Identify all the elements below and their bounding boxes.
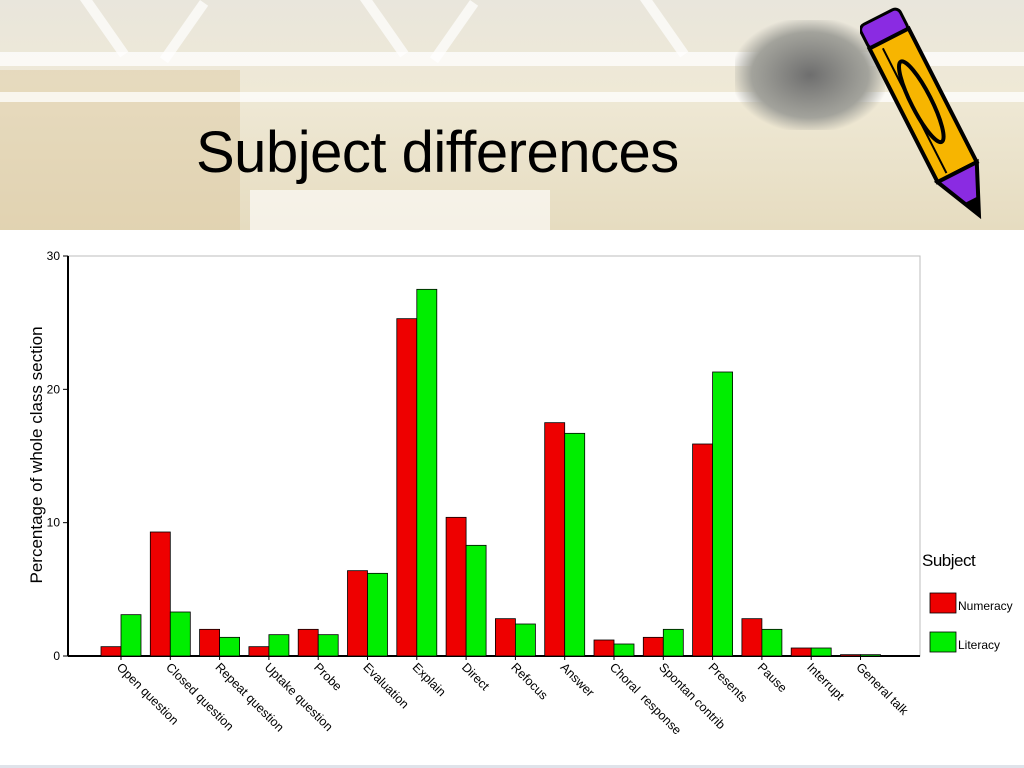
- y-tick-label: 30: [47, 249, 61, 263]
- plot-frame: [67, 255, 921, 657]
- bar-literacy: [465, 544, 487, 657]
- y-ticks: 0 10 20 30: [47, 249, 68, 663]
- bar-literacy: [219, 636, 241, 657]
- slide-footer-line: [0, 765, 1024, 768]
- bar-numeracy: [149, 531, 171, 657]
- y-tick-label: 20: [47, 382, 61, 396]
- bar-literacy: [761, 628, 783, 657]
- bar-numeracy: [593, 639, 615, 657]
- legend-title: Subject: [922, 551, 976, 570]
- ceiling-strut: [80, 0, 129, 58]
- bar-literacy: [613, 643, 635, 657]
- x-tick-label: Evaluation: [360, 660, 411, 711]
- bar-numeracy: [297, 628, 319, 657]
- x-tick-label: Answer: [558, 660, 597, 699]
- legend-label-numeracy: Numeracy: [958, 599, 1013, 613]
- ceiling-beam: [0, 92, 1024, 102]
- bar-literacy: [120, 614, 142, 657]
- bar-numeracy: [741, 618, 763, 657]
- header-banner: Subject differences: [0, 0, 1024, 230]
- bar-literacy: [810, 647, 832, 657]
- pencil-icon: [860, 7, 982, 220]
- ceiling-strut: [640, 0, 689, 58]
- bar-numeracy: [642, 636, 664, 657]
- bar-literacy: [367, 572, 388, 657]
- x-tick-label: Presents: [705, 660, 750, 705]
- y-tick-label: 10: [47, 516, 61, 530]
- bar-literacy: [564, 432, 586, 657]
- bar-numeracy: [100, 646, 122, 657]
- legend-swatch-literacy: [929, 631, 957, 653]
- bars: [100, 288, 881, 657]
- bar-numeracy: [347, 570, 368, 657]
- projector-photo: [735, 20, 885, 130]
- bar-numeracy: [248, 646, 270, 657]
- x-tick-label: Pause: [755, 660, 790, 695]
- bar-literacy: [860, 654, 881, 657]
- bar-chart: 0 10 20 30 Percentage of whole class sectio…: [27, 249, 1013, 737]
- y-axis-label: Percentage of whole class section: [27, 326, 46, 583]
- x-tick-label: Refocus: [508, 660, 550, 702]
- bar-numeracy: [396, 318, 418, 657]
- bar-numeracy: [544, 422, 566, 657]
- bar-literacy: [169, 611, 191, 657]
- bar-numeracy: [790, 647, 812, 657]
- x-tick-label: General talk: [853, 660, 911, 718]
- x-tick-label: Interrupt: [804, 660, 847, 703]
- bar-literacy: [416, 288, 438, 657]
- bar-numeracy: [692, 443, 713, 657]
- bar-numeracy: [494, 618, 516, 657]
- x-tick-label: Direct: [459, 660, 492, 693]
- bar-literacy: [515, 623, 536, 657]
- legend-label-literacy: Literacy: [958, 638, 1000, 652]
- bar-literacy: [268, 634, 290, 657]
- legend-swatch-numeracy: [929, 592, 957, 614]
- bar-literacy: [662, 628, 684, 657]
- bar-literacy: [317, 634, 339, 657]
- bar-literacy: [712, 371, 733, 657]
- x-tick-label: Explain: [410, 660, 449, 699]
- bar-numeracy: [840, 654, 861, 657]
- bar-numeracy: [199, 628, 221, 657]
- y-tick-label: 0: [53, 649, 60, 663]
- legend: Subject Numeracy Literacy: [922, 551, 1013, 653]
- bar-numeracy: [445, 516, 467, 657]
- ceiling-strut: [360, 0, 409, 58]
- page-title: Subject differences: [196, 120, 679, 185]
- background-board: [250, 190, 550, 230]
- x-tick-label: Probe: [311, 660, 345, 694]
